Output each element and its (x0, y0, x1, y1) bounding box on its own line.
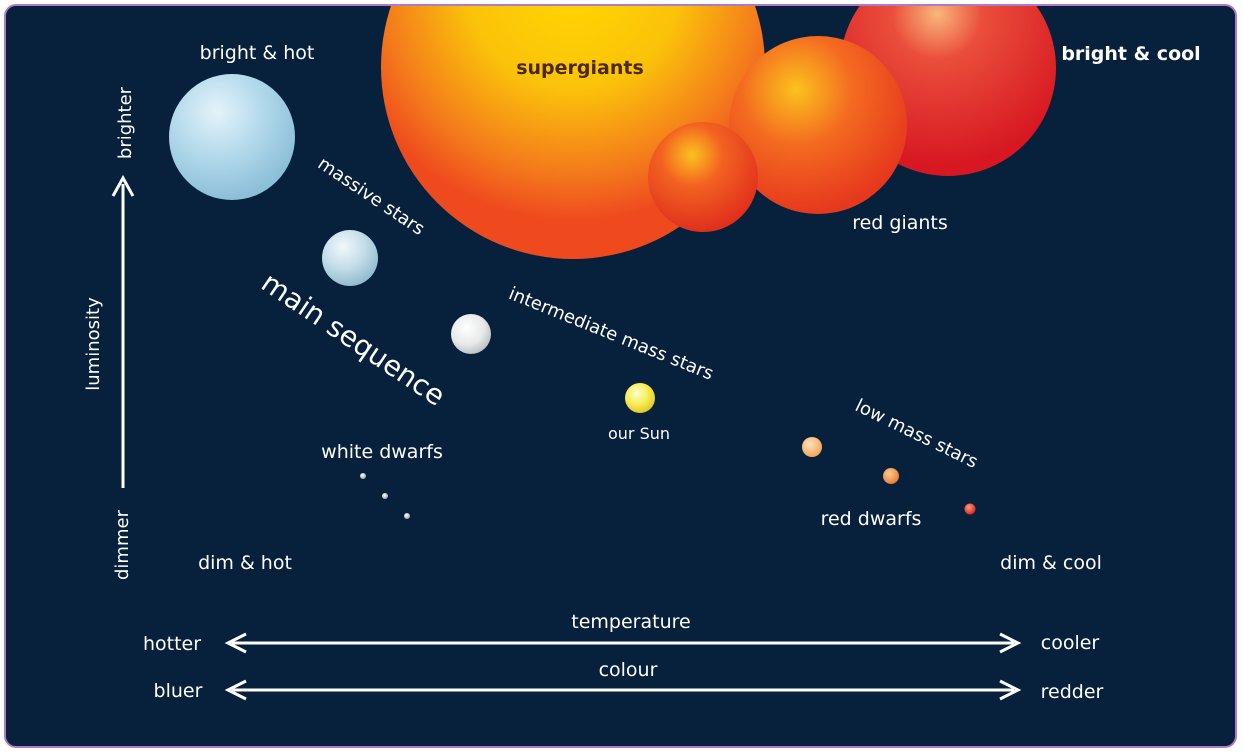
corner-label-bright-hot: bright & hot (200, 42, 315, 64)
intermediate-mass-stars-label: intermediate mass stars (506, 283, 717, 384)
red-giants-label: red giants (852, 212, 948, 234)
red-giant-star-small (648, 122, 758, 232)
white-dwarf-3 (404, 513, 410, 519)
our-sun-label: our Sun (608, 424, 670, 443)
hotter-label: hotter (143, 633, 201, 655)
white-dwarfs-label: white dwarfs (321, 441, 443, 463)
white-dwarf-2 (382, 493, 388, 499)
corner-label-bright-cool: bright & cool (1061, 43, 1200, 65)
sun-star (625, 383, 655, 413)
luminosity-axis (111, 174, 135, 488)
temperature-label: temperature (571, 611, 690, 633)
main-sequence-label: main sequence (255, 266, 451, 413)
redder-label: redder (1041, 681, 1104, 703)
luminosity-label: luminosity (83, 297, 104, 391)
red-dwarf-star (964, 503, 976, 515)
corner-label-dim-hot: dim & hot (198, 552, 292, 574)
hr-diagram: bright & hot bright & cool dim & hot dim… (83, 6, 1201, 703)
low-mass-stars-label: low mass stars (852, 395, 981, 473)
blue-giant-star (169, 74, 295, 200)
white-dwarf-1 (360, 473, 366, 479)
bluer-label: bluer (154, 680, 203, 702)
red-giant-star-medium (729, 36, 907, 214)
brighter-label: brighter (115, 86, 136, 159)
diagram-frame: bright & hot bright & cool dim & hot dim… (4, 4, 1237, 748)
colour-label: colour (599, 659, 658, 681)
intermediate-star (451, 314, 491, 354)
supergiants-label: supergiants (516, 57, 644, 79)
corner-label-dim-cool: dim & cool (1000, 552, 1102, 574)
red-dwarfs-label: red dwarfs (821, 508, 922, 530)
cooler-label: cooler (1041, 632, 1100, 654)
massive-star (322, 230, 378, 286)
colour-arrow (224, 679, 1022, 701)
temperature-arrow (224, 632, 1022, 654)
dimmer-label: dimmer (112, 509, 133, 580)
low-mass-star-2 (883, 468, 899, 484)
low-mass-star-1 (802, 437, 822, 457)
